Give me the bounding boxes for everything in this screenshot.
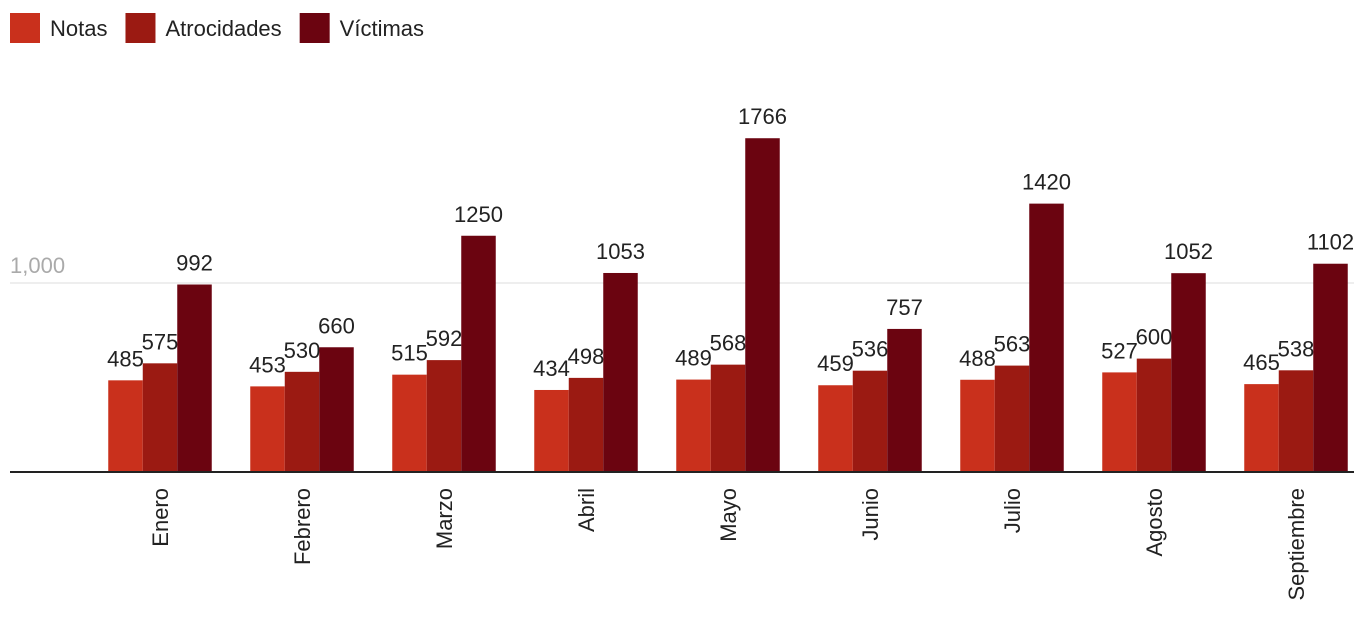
data-label: 489 — [675, 346, 712, 371]
data-label: 1102 — [1307, 230, 1354, 255]
x-tick-label: Mayo — [716, 488, 741, 542]
data-label: 563 — [994, 332, 1031, 357]
bar — [603, 272, 638, 472]
bar — [461, 235, 496, 472]
data-label: 1420 — [1022, 170, 1071, 195]
data-label: 434 — [533, 356, 570, 381]
x-tick-label: Julio — [1000, 488, 1025, 533]
bar — [1313, 263, 1348, 472]
data-label: 1766 — [738, 104, 787, 129]
bar — [676, 379, 711, 472]
data-label: 538 — [1278, 336, 1315, 361]
data-label: 515 — [391, 341, 428, 366]
bar — [177, 284, 212, 472]
data-label: 568 — [710, 331, 747, 356]
bar — [250, 386, 285, 472]
x-tick-label: Junio — [858, 488, 883, 541]
bar — [1136, 358, 1172, 472]
bar — [1029, 203, 1064, 472]
data-label: 498 — [568, 344, 605, 369]
bar — [284, 371, 320, 472]
data-label: 600 — [1136, 325, 1173, 350]
legend-label: Notas — [50, 16, 107, 41]
bar — [426, 360, 462, 472]
x-tick-label: Septiembre — [1284, 488, 1309, 601]
x-tick-label: Marzo — [432, 488, 457, 549]
bar — [710, 364, 746, 472]
data-label: 459 — [817, 351, 854, 376]
data-label: 757 — [886, 295, 923, 320]
data-label: 530 — [284, 338, 321, 363]
data-label: 660 — [318, 313, 355, 338]
legend-swatch — [10, 13, 40, 43]
bar — [745, 138, 780, 472]
bar — [534, 389, 569, 472]
data-label: 1053 — [596, 239, 645, 264]
bar — [818, 385, 853, 472]
data-label: 592 — [426, 326, 463, 351]
data-label: 488 — [959, 346, 996, 371]
data-label: 575 — [142, 329, 179, 354]
data-label: 992 — [176, 251, 213, 276]
y-tick-label: 1,000 — [10, 253, 65, 278]
data-label: 453 — [249, 352, 286, 377]
bar — [1278, 370, 1314, 472]
x-tick-label: Febrero — [290, 488, 315, 565]
legend-label: Atrocidades — [165, 16, 281, 41]
x-tick-label: Enero — [148, 488, 173, 547]
data-label: 536 — [852, 337, 889, 362]
data-label: 465 — [1243, 350, 1280, 375]
bar — [994, 365, 1030, 472]
data-label: 485 — [107, 346, 144, 371]
bar — [887, 328, 922, 472]
legend-swatch — [299, 13, 330, 43]
data-label: 1052 — [1164, 239, 1213, 264]
legend-swatch — [125, 13, 156, 43]
bar — [319, 347, 354, 472]
bar — [392, 374, 427, 472]
x-tick-label: Agosto — [1142, 488, 1167, 557]
bar — [852, 370, 888, 472]
bar — [960, 379, 995, 472]
bar — [1102, 372, 1137, 472]
legend-label: Víctimas — [340, 16, 424, 41]
bar — [568, 377, 604, 472]
x-tick-label: Abril — [574, 488, 599, 532]
bar — [1171, 273, 1206, 472]
bar — [1244, 384, 1279, 472]
data-label: 1250 — [454, 202, 503, 227]
bar — [142, 363, 178, 472]
bar — [108, 380, 143, 472]
data-label: 527 — [1101, 338, 1138, 363]
